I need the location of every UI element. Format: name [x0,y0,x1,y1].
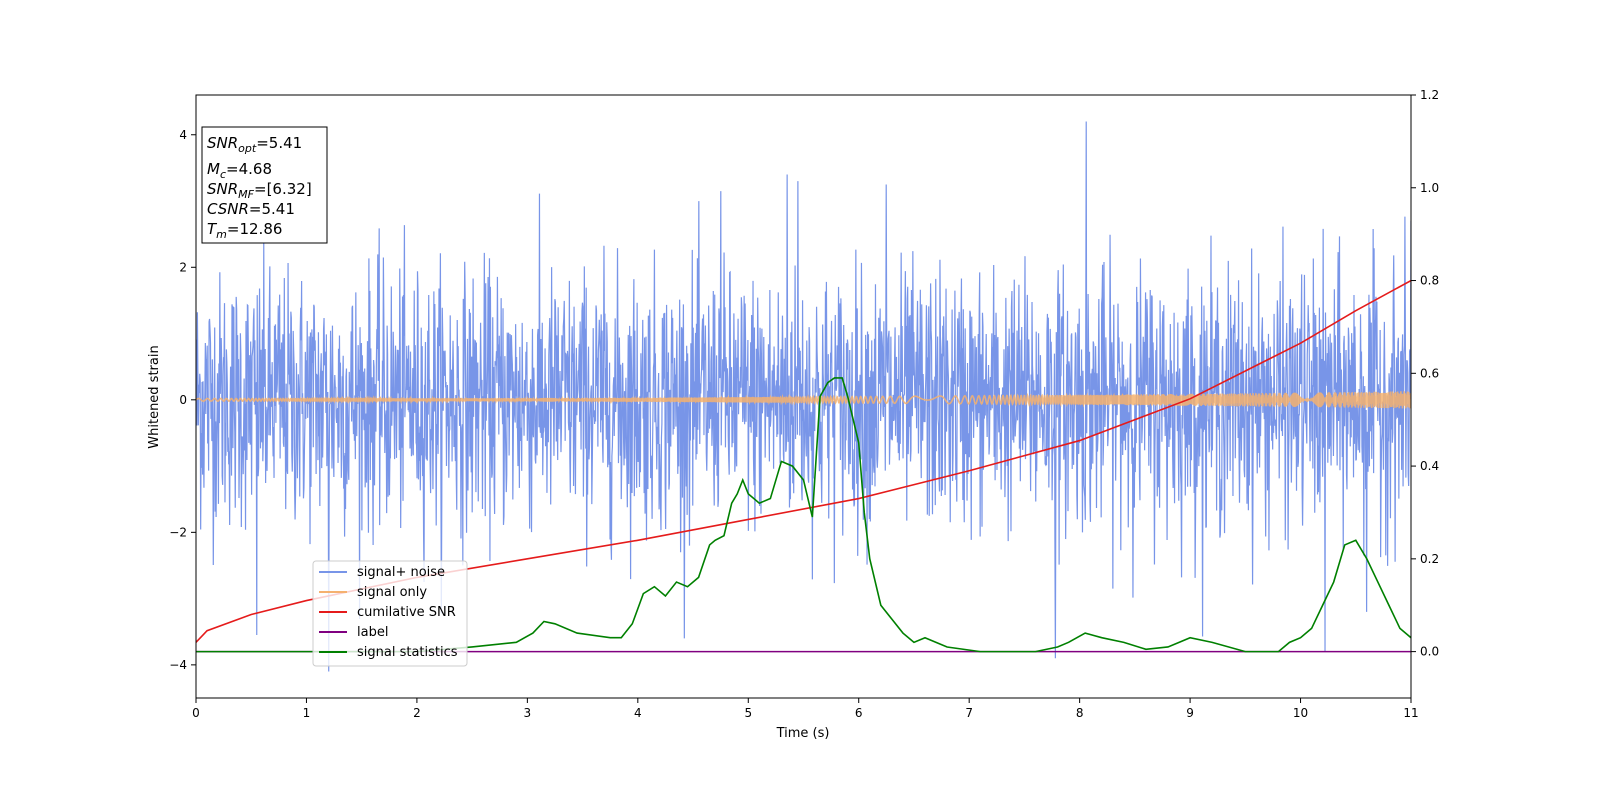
y2-tick-label: 0.8 [1420,274,1439,288]
info-csnr: CSNR=5.41 [207,200,295,218]
series-signal-statistics-line [196,377,1411,653]
y-tick-label: 2 [179,260,187,274]
x-tick-label: 8 [1076,706,1084,720]
x-tick-label: 4 [634,706,642,720]
legend: signal+ noise signal only cumilative SNR… [312,560,468,667]
y2-tick-label: 0.2 [1420,552,1439,566]
x-tick-label: 7 [965,706,973,720]
info-box: SNRopt=5.41 Mc=4.68 SNRMF=[6.32] CSNR=5.… [201,126,328,244]
x-tick-label: 5 [744,706,752,720]
x-tick-label: 11 [1403,706,1418,720]
legend-label-cumulative-snr: cumilative SNR [357,605,456,620]
x-tick-label: 3 [524,706,532,720]
info-snr-mf: SNRMF=[6.32] [207,180,312,201]
x-axis-label: Time (s) [776,726,830,741]
y2-tick-label: 0.4 [1420,459,1439,473]
info-tm: Tm=12.86 [207,220,282,241]
y-axis-label: Whitened strain [147,345,162,448]
y2-tick-label: 1.2 [1420,88,1439,102]
x-tick-label: 9 [1186,706,1194,720]
x-tick-label: 1 [303,706,311,720]
x-tick-label: 0 [192,706,200,720]
legend-label-label: label [357,625,388,640]
series-signal-only-line [196,391,1411,409]
legend-label-signal-noise: signal+ noise [357,565,445,580]
legend-frame [312,560,468,667]
x-tick-label: 6 [855,706,863,720]
x-tick-label: 10 [1293,706,1308,720]
y-tick-label: −4 [169,658,187,672]
y2-tick-label: 1.0 [1420,181,1439,195]
y-tick-label: 4 [179,128,187,142]
info-snr-opt: SNRopt=5.41 [207,134,302,155]
series-cumulative-snr-line [196,279,1411,643]
y2-tick-label: 0.0 [1420,645,1439,659]
axis-ticks: 0 1 2 3 4 5 6 7 8 9 10 11 −4 −2 0 2 4 0.0 0.2 0.4 0.6 0.8 1.0 1… [169,88,1439,720]
info-mc: Mc=4.68 [207,160,272,181]
y-tick-label: −2 [169,525,187,539]
legend-label-signal-only: signal only [357,585,427,600]
y2-tick-label: 0.6 [1420,366,1439,380]
axes-frame [195,94,1412,699]
x-tick-label: 2 [413,706,421,720]
series-signal-noise-line [196,121,1411,672]
y-tick-label: 0 [179,393,187,407]
legend-label-signal-statistics: signal statistics [357,645,458,660]
